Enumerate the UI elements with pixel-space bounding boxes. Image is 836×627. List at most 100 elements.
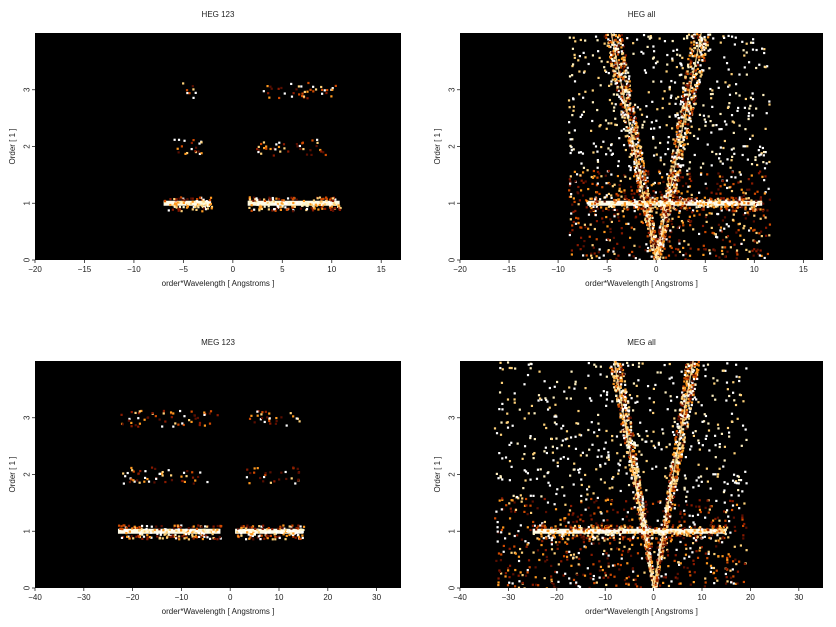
pixel	[666, 173, 669, 176]
pixel	[248, 198, 252, 201]
pixel	[622, 400, 625, 403]
pixel	[161, 474, 164, 477]
pixel	[666, 228, 669, 231]
pixel	[597, 251, 600, 254]
pixel	[181, 198, 184, 201]
pixel	[202, 207, 206, 210]
pixel	[209, 196, 213, 199]
pixel	[675, 178, 678, 181]
pixel	[682, 98, 685, 101]
pixel	[677, 95, 680, 99]
pixel	[689, 361, 693, 364]
pixel	[626, 129, 629, 132]
pixel	[702, 162, 705, 165]
pixel	[696, 84, 699, 88]
pixel	[692, 378, 696, 381]
pixel	[648, 210, 651, 213]
pixel	[639, 176, 642, 179]
pixel	[610, 80, 613, 83]
pixel	[306, 202, 309, 205]
pixel	[195, 530, 199, 533]
pixel	[675, 130, 678, 134]
pixel	[185, 89, 189, 92]
pixel	[752, 254, 755, 257]
pixel	[293, 532, 297, 535]
pixel	[571, 74, 574, 77]
pixel	[151, 412, 154, 415]
pixel	[764, 226, 768, 229]
pixel	[611, 78, 614, 81]
pixel	[705, 199, 708, 202]
pixel	[614, 72, 617, 76]
pixel	[678, 415, 682, 418]
pixel	[686, 208, 689, 211]
pixel	[311, 207, 315, 210]
pixel	[686, 35, 689, 38]
pixel	[598, 192, 601, 196]
pixel	[194, 205, 197, 209]
pixel	[675, 429, 678, 433]
pixel	[692, 88, 696, 91]
pixel	[572, 36, 575, 39]
pixel	[699, 75, 702, 78]
pixel	[612, 49, 615, 53]
pixel	[733, 152, 736, 155]
pixel	[638, 509, 641, 512]
pixel	[246, 531, 249, 534]
pixel	[624, 175, 627, 178]
pixel	[156, 535, 159, 538]
pixel	[761, 47, 764, 50]
pixel	[647, 215, 650, 218]
pixel	[680, 401, 683, 404]
pixel	[751, 48, 755, 51]
pixel	[193, 414, 196, 417]
pixel	[620, 111, 623, 114]
pixel	[658, 170, 661, 173]
pixel	[275, 531, 278, 534]
pixel	[172, 425, 175, 428]
pixel	[671, 154, 674, 157]
pixel	[623, 380, 627, 383]
pixel	[684, 122, 687, 126]
pixel	[128, 417, 131, 421]
pixel	[290, 477, 293, 480]
pixel	[297, 85, 300, 88]
pixel	[274, 202, 277, 205]
pixel	[698, 213, 701, 216]
pixel	[628, 84, 631, 87]
pixel	[607, 147, 610, 150]
pixel	[641, 175, 644, 178]
pixel	[631, 473, 634, 476]
pixel	[139, 532, 142, 535]
x-tick-label: 10	[750, 265, 759, 274]
pixel	[295, 88, 298, 91]
pixel	[307, 81, 310, 85]
pixel	[721, 246, 724, 249]
pixel	[613, 183, 616, 186]
pixel	[656, 257, 659, 260]
pixel	[262, 480, 265, 483]
pixel	[750, 199, 753, 202]
pixel	[196, 200, 199, 203]
pixel	[649, 207, 652, 210]
pixel	[681, 431, 684, 434]
pixel	[758, 232, 761, 235]
pixel	[648, 205, 651, 208]
pixel	[138, 481, 141, 484]
pixel	[669, 229, 672, 232]
pixel	[661, 233, 664, 236]
pixel	[666, 141, 670, 144]
pixel	[646, 246, 650, 250]
pixel	[735, 249, 739, 252]
pixel	[625, 197, 628, 201]
pixel	[305, 153, 309, 156]
pixel	[642, 179, 646, 182]
pixel	[685, 408, 689, 411]
pixel	[635, 469, 638, 472]
pixel	[244, 528, 247, 532]
pixel	[645, 196, 648, 199]
pixel	[619, 70, 622, 73]
pixel	[669, 202, 672, 205]
pixel	[628, 107, 631, 110]
pixel	[755, 66, 758, 70]
